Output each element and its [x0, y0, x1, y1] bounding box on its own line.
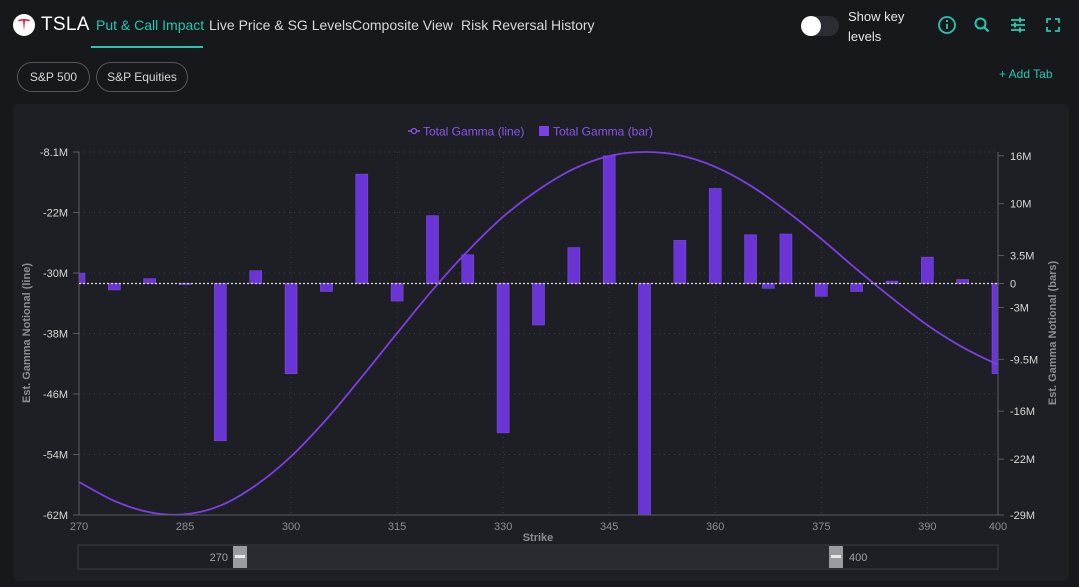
gamma-bar[interactable]	[744, 234, 757, 284]
range-slider[interactable]: 270 400	[77, 544, 999, 570]
right-tick-label: -9.5M	[1010, 354, 1038, 366]
gamma-bar[interactable]	[320, 283, 333, 292]
active-tab-indicator	[91, 46, 203, 48]
x-tick-label: 345	[600, 521, 618, 533]
right-tick-label: -22M	[1010, 454, 1035, 466]
legend-item-line[interactable]: Total Gamma (line)	[423, 125, 524, 139]
gamma-bar[interactable]	[143, 278, 156, 284]
tab-composite-view[interactable]: Composite View	[352, 17, 453, 33]
right-tick-label: -16M	[1010, 406, 1035, 418]
right-handle-grip	[831, 555, 841, 558]
x-tick-label: 315	[388, 521, 406, 533]
right-tick-label: 3.5M	[1010, 251, 1034, 263]
legend-item-bar[interactable]: Total Gamma (bar)	[553, 125, 653, 139]
range-slider-selection[interactable]	[240, 546, 836, 568]
toggle-knob	[801, 16, 821, 36]
gamma-bar[interactable]	[355, 173, 369, 284]
bar-series	[78, 155, 999, 516]
info-icon[interactable]	[936, 14, 958, 36]
chart-legend[interactable]: Total Gamma (line) Total Gamma (bar)	[408, 125, 653, 139]
gamma-bar[interactable]	[991, 283, 999, 375]
right-tick-label: 10M	[1010, 199, 1031, 211]
range-slider-max-label: 400	[849, 552, 867, 564]
right-tick-label: 16M	[1010, 151, 1031, 163]
right-tick-label: -29M	[1010, 510, 1035, 522]
add-tab-button[interactable]: + Add Tab	[999, 67, 1053, 81]
search-icon[interactable]	[971, 14, 993, 36]
gamma-bar[interactable]	[390, 283, 404, 302]
show-key-levels-label: Show key levels	[848, 9, 905, 44]
gamma-bar[interactable]	[814, 283, 828, 297]
tab-risk-reversal[interactable]: Risk Reversal	[461, 17, 548, 33]
x-tick-label: 360	[706, 521, 724, 533]
tab-put-call-impact[interactable]: Put & Call Impact	[96, 17, 205, 33]
gamma-bar[interactable]	[214, 283, 227, 442]
gamma-bar[interactable]	[496, 283, 510, 434]
gamma-bar[interactable]	[461, 254, 475, 284]
x-tick-label: 375	[812, 521, 830, 533]
x-tick-label: 330	[494, 521, 512, 533]
right-tick-label: 0	[1010, 279, 1016, 291]
x-axis-title: Strike	[523, 532, 554, 544]
gamma-bar[interactable]	[602, 155, 616, 284]
left-y-axis-title: Est. Gamma Notional (line)	[21, 263, 33, 403]
left-tick-label: -54M	[43, 450, 68, 462]
gamma-bar[interactable]	[956, 279, 969, 284]
gamma-bar[interactable]	[761, 283, 775, 289]
chart-axes: 270 285 300 315 330 345 360 375 390 400 -8.1M -22M -…	[40, 147, 1038, 533]
sliders-icon[interactable]	[1007, 14, 1029, 36]
tesla-logo-icon	[13, 14, 35, 36]
gamma-bar[interactable]	[638, 283, 651, 516]
left-tick-label: -30M	[43, 268, 68, 280]
left-tick-label: -38M	[43, 329, 68, 341]
legend-line-marker	[410, 127, 418, 135]
right-y-axis-title: Est. Gamma Notional (bars)	[1047, 261, 1059, 406]
x-tick-label: 285	[176, 521, 194, 533]
gamma-bar[interactable]	[567, 247, 581, 284]
left-tick-label: -46M	[43, 389, 68, 401]
tab-history[interactable]: History	[551, 17, 595, 33]
gamma-bar[interactable]	[532, 283, 545, 326]
gamma-bar[interactable]	[850, 283, 863, 292]
left-tick-label: -62M	[43, 510, 68, 522]
tab-live-price-sg-levels[interactable]: Live Price & SG Levels	[209, 17, 353, 33]
fullscreen-icon[interactable]	[1042, 14, 1064, 36]
subtab-sp-equities[interactable]: S&P Equities	[96, 62, 188, 92]
gamma-bar[interactable]	[673, 240, 687, 284]
left-handle-grip	[235, 555, 245, 558]
gamma-bar[interactable]	[284, 283, 298, 375]
right-tick-label: -3M	[1010, 302, 1029, 314]
subtab-sp-500[interactable]: S&P 500	[17, 62, 90, 92]
left-tick-label: -8.1M	[40, 147, 68, 159]
x-tick-label: 270	[70, 521, 88, 533]
gamma-bar[interactable]	[108, 283, 121, 291]
gamma-bar[interactable]	[708, 188, 722, 284]
range-slider-min-label: 270	[210, 552, 228, 564]
gamma-bar[interactable]	[779, 233, 793, 284]
gamma-bar[interactable]	[921, 256, 934, 284]
gamma-bar[interactable]	[78, 272, 86, 284]
chart-panel	[13, 104, 1069, 581]
x-tick-label: 300	[282, 521, 300, 533]
total-gamma-line	[78, 151, 999, 516]
top-bar: TSLA Put & Call Impact Live Price & SG L…	[0, 0, 1079, 50]
x-tick-label: 400	[989, 521, 1007, 533]
left-tick-label: -22M	[43, 208, 68, 220]
ticker-symbol: TSLA	[41, 14, 90, 35]
legend-bar-swatch	[539, 126, 549, 136]
show-key-levels-toggle[interactable]	[801, 16, 839, 36]
gamma-bar[interactable]	[249, 270, 263, 284]
gamma-bar[interactable]	[426, 215, 439, 284]
x-tick-label: 390	[918, 521, 936, 533]
